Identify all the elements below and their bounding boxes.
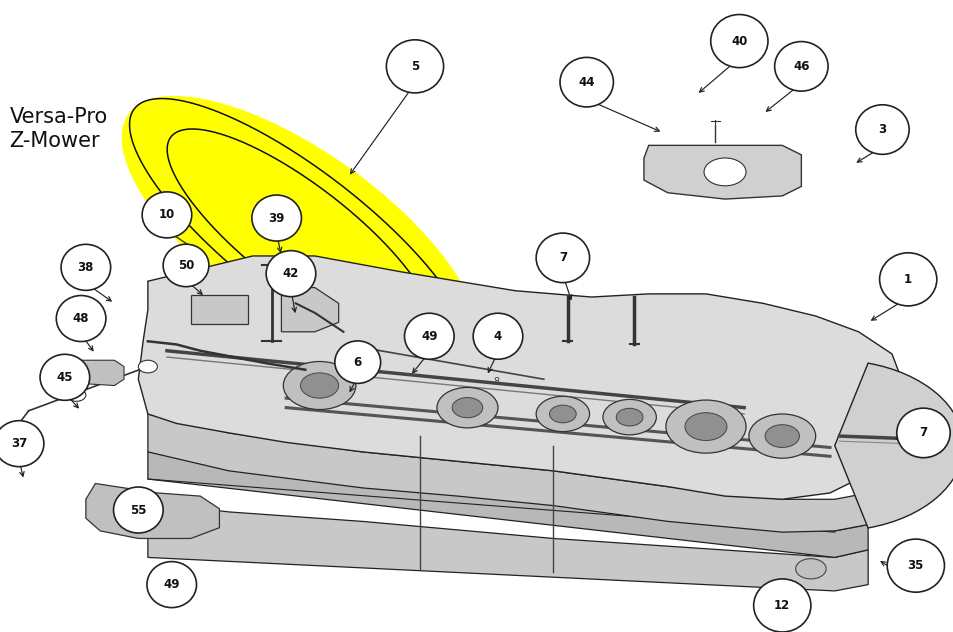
Ellipse shape	[886, 539, 943, 592]
Ellipse shape	[163, 244, 209, 287]
Ellipse shape	[40, 355, 90, 400]
Text: 5: 5	[411, 60, 418, 73]
Ellipse shape	[559, 58, 613, 107]
Bar	[191, 295, 248, 324]
Text: 7: 7	[558, 252, 566, 264]
Circle shape	[703, 158, 745, 186]
Polygon shape	[148, 452, 867, 557]
Ellipse shape	[142, 192, 192, 238]
Text: 42: 42	[282, 267, 299, 280]
Text: 6: 6	[354, 356, 361, 368]
Polygon shape	[138, 256, 901, 499]
Text: 3: 3	[878, 123, 885, 136]
Text: 46: 46	[792, 60, 809, 73]
Ellipse shape	[879, 253, 936, 306]
Circle shape	[602, 399, 656, 435]
Ellipse shape	[252, 195, 301, 241]
Text: 37: 37	[10, 437, 28, 450]
Polygon shape	[148, 502, 867, 591]
Ellipse shape	[122, 96, 478, 378]
Text: 1: 1	[903, 273, 911, 286]
Circle shape	[764, 425, 799, 447]
Text: Versa-Pro
Z-Mower: Versa-Pro Z-Mower	[10, 107, 108, 150]
Circle shape	[536, 396, 589, 432]
Circle shape	[616, 408, 642, 426]
Ellipse shape	[404, 313, 454, 359]
Ellipse shape	[386, 40, 443, 93]
Circle shape	[436, 387, 497, 428]
Text: 48: 48	[72, 312, 90, 325]
Ellipse shape	[335, 341, 380, 384]
Ellipse shape	[113, 487, 163, 533]
Circle shape	[283, 362, 355, 410]
Polygon shape	[281, 288, 338, 332]
Circle shape	[795, 559, 825, 579]
Circle shape	[300, 373, 338, 398]
Circle shape	[138, 360, 157, 373]
Ellipse shape	[536, 233, 589, 283]
Ellipse shape	[266, 251, 315, 296]
Circle shape	[748, 414, 815, 458]
Ellipse shape	[753, 579, 810, 632]
Ellipse shape	[710, 15, 767, 68]
Polygon shape	[148, 414, 867, 532]
Text: 50: 50	[177, 259, 194, 272]
Text: 4: 4	[494, 330, 501, 343]
Circle shape	[452, 398, 482, 418]
Circle shape	[665, 400, 745, 453]
Wedge shape	[834, 363, 953, 528]
Ellipse shape	[855, 105, 908, 154]
Text: 8: 8	[493, 377, 498, 387]
Text: 12: 12	[773, 599, 790, 612]
Text: 45: 45	[56, 371, 73, 384]
Circle shape	[549, 405, 576, 423]
Ellipse shape	[896, 408, 949, 458]
Polygon shape	[643, 145, 801, 199]
Ellipse shape	[61, 245, 111, 290]
Text: 49: 49	[420, 330, 437, 343]
Ellipse shape	[56, 296, 106, 341]
Polygon shape	[62, 360, 124, 386]
Ellipse shape	[147, 562, 196, 607]
Text: 49: 49	[163, 578, 180, 591]
Text: 44: 44	[578, 76, 595, 88]
Text: 10: 10	[158, 209, 175, 221]
Text: 7: 7	[919, 427, 926, 439]
Ellipse shape	[774, 42, 827, 91]
Text: 35: 35	[906, 559, 923, 572]
Circle shape	[684, 413, 726, 441]
Ellipse shape	[0, 421, 44, 466]
Ellipse shape	[473, 313, 522, 359]
Text: 55: 55	[130, 504, 147, 516]
Circle shape	[67, 389, 86, 401]
Text: 39: 39	[268, 212, 285, 224]
Polygon shape	[86, 483, 219, 538]
Text: 40: 40	[730, 35, 747, 47]
Text: 38: 38	[77, 261, 94, 274]
